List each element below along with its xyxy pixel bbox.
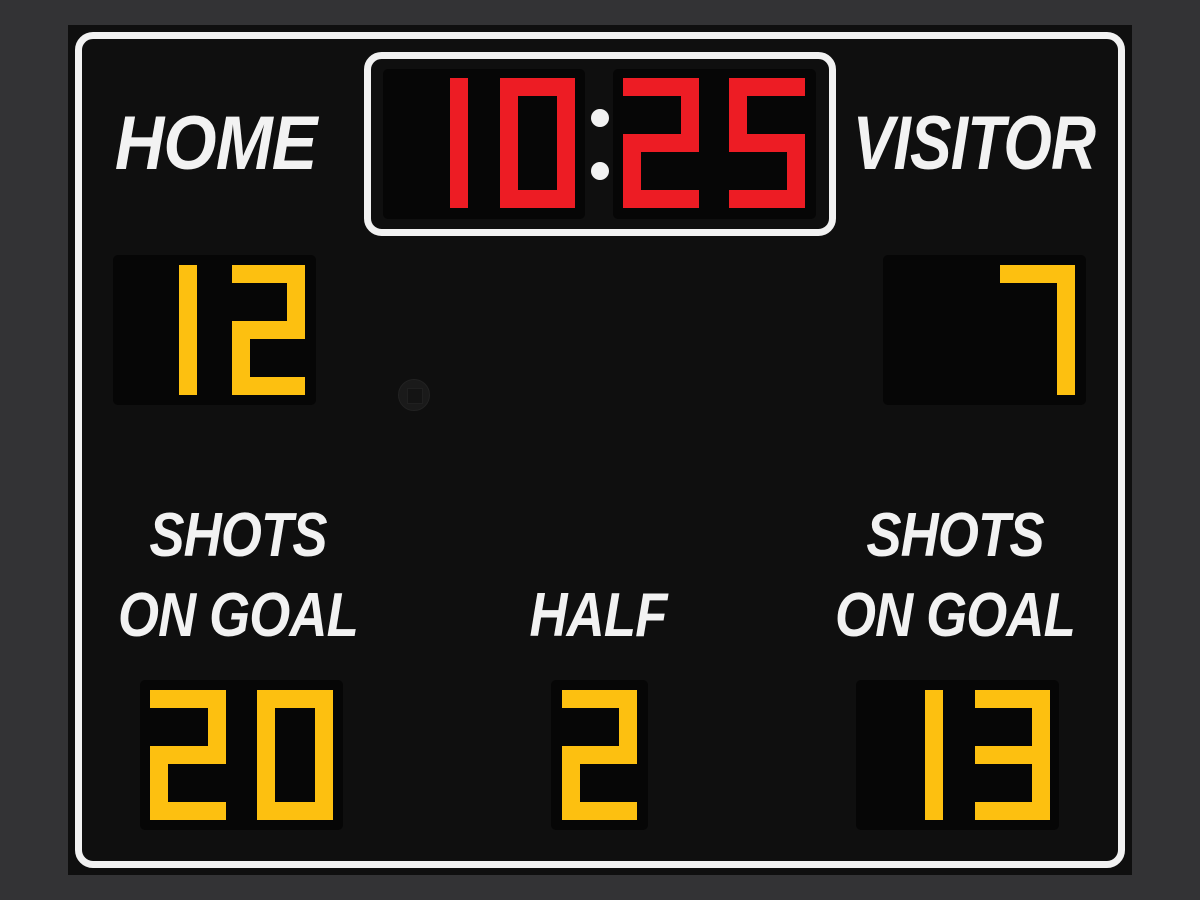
half-label: HALF xyxy=(529,581,667,650)
segment-d xyxy=(232,377,305,395)
segment-b xyxy=(450,78,468,152)
digit-0 xyxy=(500,78,575,208)
segment-c xyxy=(557,134,575,208)
segment-b xyxy=(681,78,699,152)
shots-home-label-line1: SHOTS xyxy=(149,501,327,570)
segment-d xyxy=(500,190,575,208)
segment-b xyxy=(315,690,333,764)
segment-c xyxy=(450,134,468,208)
segment-a xyxy=(150,690,226,708)
segment-a xyxy=(729,78,805,96)
segment-b xyxy=(1032,690,1050,764)
digit-1 xyxy=(925,690,943,820)
segment-g xyxy=(562,746,637,764)
segment-a xyxy=(975,690,1050,708)
shots-visitor-label-line2: ON GOAL xyxy=(835,581,1076,650)
home-score-display xyxy=(113,255,316,405)
segment-c xyxy=(787,134,805,208)
horn-icon xyxy=(398,379,430,411)
half-display xyxy=(551,680,648,830)
clock-border xyxy=(364,52,836,236)
segment-a xyxy=(232,265,305,283)
segment-e xyxy=(257,746,275,820)
segment-b xyxy=(1057,265,1075,339)
home-shots-display xyxy=(140,680,343,830)
segment-e xyxy=(562,746,580,820)
clock-minutes-digits xyxy=(450,78,575,208)
segment-b xyxy=(179,265,197,339)
segment-d xyxy=(257,802,333,820)
segment-e xyxy=(500,134,518,208)
segment-a xyxy=(623,78,699,96)
segment-g xyxy=(623,134,699,152)
segment-d xyxy=(562,802,637,820)
shots-home-label-line2: ON GOAL xyxy=(118,581,359,650)
segment-c xyxy=(179,321,197,395)
visitor-label: VISITOR xyxy=(852,101,1096,186)
segment-e xyxy=(232,321,250,395)
digit-3 xyxy=(975,690,1050,820)
segment-g xyxy=(232,321,305,339)
clock-colon-dot xyxy=(591,109,609,127)
visitor-score-display xyxy=(883,255,1086,405)
segment-a xyxy=(562,690,637,708)
clock-seconds-digits xyxy=(623,78,805,208)
digit-1 xyxy=(450,78,468,208)
home-label: HOME xyxy=(114,101,318,186)
digit-0 xyxy=(257,690,333,820)
game-clock xyxy=(364,52,836,236)
segment-c xyxy=(315,746,333,820)
segment-b xyxy=(557,78,575,152)
segment-g xyxy=(150,746,226,764)
clock-seconds-panel xyxy=(613,69,816,219)
digit-1 xyxy=(179,265,197,395)
segment-f xyxy=(729,78,747,152)
visitor-shots-display xyxy=(856,680,1059,830)
segment-a xyxy=(257,690,333,708)
digit-2 xyxy=(150,690,226,820)
segment-b xyxy=(287,265,305,339)
segment-c xyxy=(1032,746,1050,820)
segment-d xyxy=(729,190,805,208)
digit-7 xyxy=(1000,265,1075,395)
digit-2 xyxy=(623,78,699,208)
segment-d xyxy=(150,802,226,820)
segment-b xyxy=(208,690,226,764)
segment-e xyxy=(623,134,641,208)
segment-a xyxy=(500,78,575,96)
digit-5 xyxy=(729,78,805,208)
digit-2 xyxy=(562,690,637,820)
segment-d xyxy=(975,802,1050,820)
segment-a xyxy=(1000,265,1075,283)
scoreboard-frame xyxy=(75,32,1125,868)
segment-g xyxy=(975,746,1050,764)
clock-colon-dot xyxy=(591,162,609,180)
segment-b xyxy=(925,690,943,764)
segment-f xyxy=(500,78,518,152)
shots-visitor-label-line1: SHOTS xyxy=(866,501,1044,570)
digit-2 xyxy=(232,265,305,395)
segment-g xyxy=(729,134,805,152)
segment-b xyxy=(619,690,637,764)
segment-c xyxy=(925,746,943,820)
segment-d xyxy=(623,190,699,208)
segment-c xyxy=(1057,321,1075,395)
segment-f xyxy=(257,690,275,764)
segment-e xyxy=(150,746,168,820)
clock-minutes-panel xyxy=(383,69,585,219)
